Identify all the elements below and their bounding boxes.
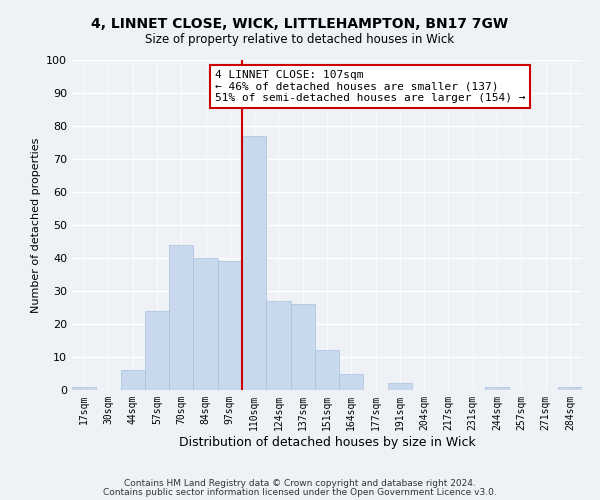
- Bar: [169, 245, 193, 390]
- Text: Size of property relative to detached houses in Wick: Size of property relative to detached ho…: [145, 32, 455, 46]
- Text: Contains HM Land Registry data © Crown copyright and database right 2024.: Contains HM Land Registry data © Crown c…: [124, 479, 476, 488]
- Bar: [388, 384, 412, 390]
- Bar: [558, 386, 582, 390]
- X-axis label: Distribution of detached houses by size in Wick: Distribution of detached houses by size …: [179, 436, 475, 448]
- Text: 4 LINNET CLOSE: 107sqm
← 46% of detached houses are smaller (137)
51% of semi-de: 4 LINNET CLOSE: 107sqm ← 46% of detached…: [215, 70, 526, 103]
- Text: 4, LINNET CLOSE, WICK, LITTLEHAMPTON, BN17 7GW: 4, LINNET CLOSE, WICK, LITTLEHAMPTON, BN…: [91, 18, 509, 32]
- Bar: [121, 370, 145, 390]
- Bar: [72, 386, 96, 390]
- Bar: [193, 258, 218, 390]
- Bar: [145, 311, 169, 390]
- Bar: [315, 350, 339, 390]
- Text: Contains public sector information licensed under the Open Government Licence v3: Contains public sector information licen…: [103, 488, 497, 497]
- Bar: [218, 262, 242, 390]
- Y-axis label: Number of detached properties: Number of detached properties: [31, 138, 41, 312]
- Bar: [339, 374, 364, 390]
- Bar: [242, 136, 266, 390]
- Bar: [290, 304, 315, 390]
- Bar: [266, 301, 290, 390]
- Bar: [485, 386, 509, 390]
